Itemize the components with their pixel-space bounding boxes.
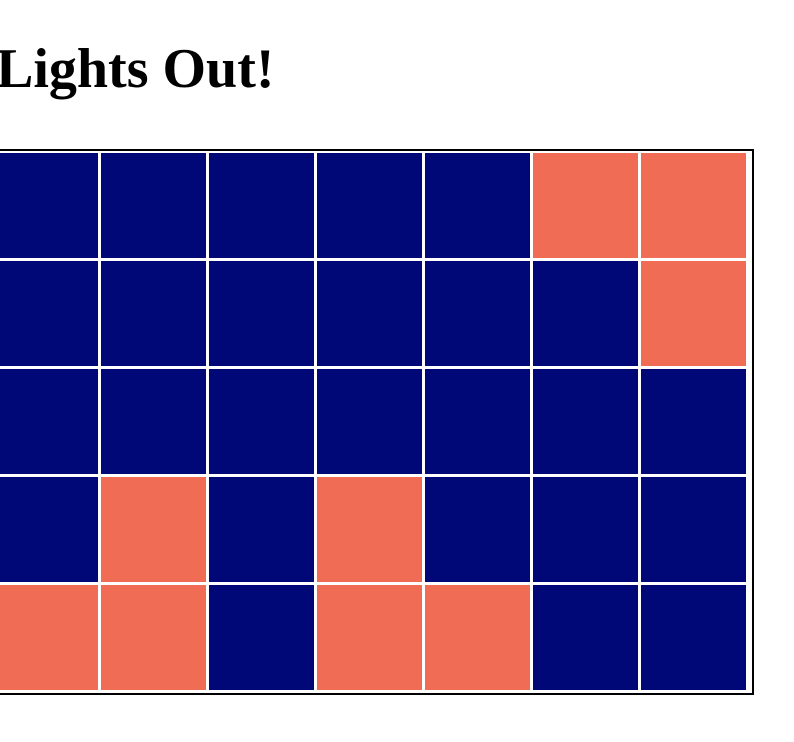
light-cell-r4-c5-off[interactable] <box>425 477 530 582</box>
light-cell-r2-c2-off[interactable] <box>101 261 206 366</box>
board-frame <box>0 149 754 695</box>
light-cell-r5-c3-off[interactable] <box>209 585 314 690</box>
light-cell-r3-c5-off[interactable] <box>425 369 530 474</box>
light-cell-r5-c6-off[interactable] <box>533 585 638 690</box>
light-cell-r3-c4-off[interactable] <box>317 369 422 474</box>
light-cell-r4-c7-off[interactable] <box>641 477 746 582</box>
light-cell-r5-c1-on[interactable] <box>0 585 98 690</box>
light-cell-r2-c3-off[interactable] <box>209 261 314 366</box>
light-cell-r1-c3-off[interactable] <box>209 153 314 258</box>
light-cell-r1-c7-on[interactable] <box>641 153 746 258</box>
light-cell-r3-c7-off[interactable] <box>641 369 746 474</box>
light-cell-r5-c2-on[interactable] <box>101 585 206 690</box>
game-title: Lights Out! <box>0 38 275 100</box>
light-cell-r3-c3-off[interactable] <box>209 369 314 474</box>
light-cell-r2-c6-off[interactable] <box>533 261 638 366</box>
light-cell-r1-c4-off[interactable] <box>317 153 422 258</box>
light-cell-r4-c3-off[interactable] <box>209 477 314 582</box>
light-cell-r4-c2-on[interactable] <box>101 477 206 582</box>
light-cell-r1-c5-off[interactable] <box>425 153 530 258</box>
light-cell-r3-c1-off[interactable] <box>0 369 98 474</box>
lights-board <box>0 153 746 690</box>
light-cell-r1-c1-off[interactable] <box>0 153 98 258</box>
light-cell-r3-c2-off[interactable] <box>101 369 206 474</box>
light-cell-r2-c5-off[interactable] <box>425 261 530 366</box>
light-cell-r4-c6-off[interactable] <box>533 477 638 582</box>
light-cell-r5-c4-on[interactable] <box>317 585 422 690</box>
light-cell-r4-c4-on[interactable] <box>317 477 422 582</box>
light-cell-r1-c6-on[interactable] <box>533 153 638 258</box>
light-cell-r5-c5-on[interactable] <box>425 585 530 690</box>
light-cell-r4-c1-off[interactable] <box>0 477 98 582</box>
light-cell-r2-c1-off[interactable] <box>0 261 98 366</box>
light-cell-r2-c4-off[interactable] <box>317 261 422 366</box>
light-cell-r2-c7-on[interactable] <box>641 261 746 366</box>
light-cell-r1-c2-off[interactable] <box>101 153 206 258</box>
light-cell-r5-c7-off[interactable] <box>641 585 746 690</box>
light-cell-r3-c6-off[interactable] <box>533 369 638 474</box>
